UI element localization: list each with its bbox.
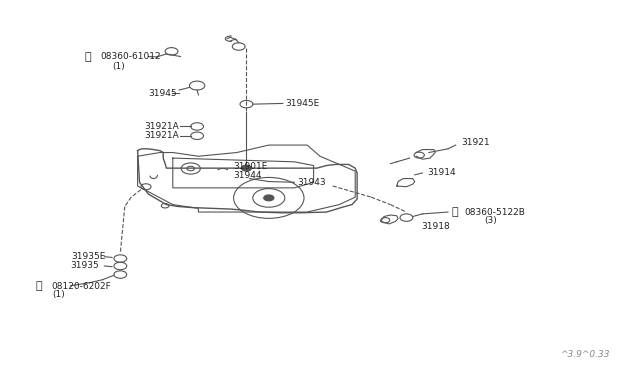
Text: 08120-6202F: 08120-6202F — [51, 282, 111, 291]
Text: 31914: 31914 — [428, 169, 456, 177]
Text: 31921A: 31921A — [144, 122, 179, 131]
Text: Ⓢ: Ⓢ — [84, 52, 91, 61]
Text: ^3.9^0.33: ^3.9^0.33 — [560, 350, 609, 359]
Text: 31944: 31944 — [234, 171, 262, 180]
Text: 31921: 31921 — [461, 138, 490, 147]
Text: (1): (1) — [112, 62, 125, 71]
Text: 31945E: 31945E — [285, 99, 319, 108]
Text: 31918: 31918 — [421, 222, 450, 231]
Text: Ⓑ: Ⓑ — [35, 282, 42, 291]
Text: 08360-5122B: 08360-5122B — [465, 208, 525, 217]
Text: 08360-61012: 08360-61012 — [100, 52, 161, 61]
Text: 31935E: 31935E — [72, 252, 106, 261]
Text: 31943: 31943 — [298, 178, 326, 187]
Text: (3): (3) — [484, 216, 497, 225]
Text: 31935: 31935 — [70, 262, 99, 270]
Text: 31921A: 31921A — [144, 131, 179, 140]
Circle shape — [241, 165, 252, 171]
Text: 31901E: 31901E — [234, 162, 268, 171]
Circle shape — [264, 195, 274, 201]
Text: (1): (1) — [52, 290, 65, 299]
Text: Ⓢ: Ⓢ — [451, 207, 458, 217]
Text: 31945: 31945 — [148, 89, 177, 97]
